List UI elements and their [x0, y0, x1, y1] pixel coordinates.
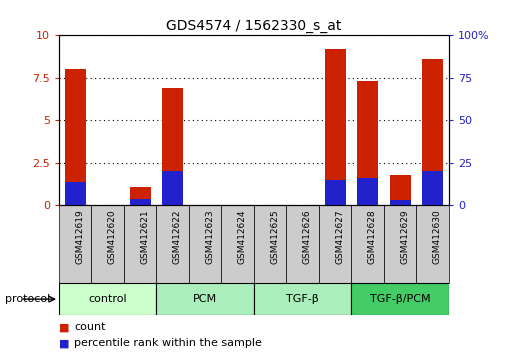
Text: GSM412628: GSM412628 [368, 209, 377, 264]
Bar [156, 205, 189, 283]
Text: ■: ■ [59, 338, 69, 348]
Text: count: count [74, 322, 106, 332]
Bar [422, 171, 443, 205]
Text: GSM412620: GSM412620 [108, 209, 117, 264]
Text: GSM412629: GSM412629 [400, 209, 409, 264]
Text: control: control [88, 294, 127, 304]
Bar [357, 81, 378, 205]
Bar [254, 205, 286, 283]
Bar [286, 205, 319, 283]
Bar [417, 205, 449, 283]
Bar [130, 199, 151, 205]
Bar [389, 175, 411, 205]
Text: TGF-β/PCM: TGF-β/PCM [370, 294, 430, 304]
Text: GSM412626: GSM412626 [303, 209, 312, 264]
Bar [59, 205, 91, 283]
Bar [325, 180, 346, 205]
Title: GDS4574 / 1562330_s_at: GDS4574 / 1562330_s_at [166, 19, 342, 33]
Bar [422, 59, 443, 205]
Bar [162, 171, 183, 205]
Text: GSM412624: GSM412624 [238, 209, 247, 264]
Bar [351, 205, 384, 283]
Bar [222, 205, 254, 283]
Bar [254, 283, 351, 315]
Bar [65, 69, 86, 205]
Text: ■: ■ [59, 322, 69, 332]
Bar [357, 178, 378, 205]
Bar [325, 49, 346, 205]
Bar [130, 187, 151, 205]
Text: PCM: PCM [193, 294, 218, 304]
Text: GSM412623: GSM412623 [205, 209, 214, 264]
Bar [351, 283, 449, 315]
Text: GSM412630: GSM412630 [432, 209, 442, 264]
Text: percentile rank within the sample: percentile rank within the sample [74, 338, 262, 348]
Bar [162, 88, 183, 205]
Text: protocol: protocol [5, 294, 50, 304]
Text: GSM412627: GSM412627 [335, 209, 344, 264]
Text: TGF-β: TGF-β [286, 294, 319, 304]
Bar [65, 182, 86, 205]
Bar [189, 205, 222, 283]
Text: GSM412625: GSM412625 [270, 209, 279, 264]
Text: GSM412621: GSM412621 [140, 209, 149, 264]
Text: GSM412619: GSM412619 [75, 209, 84, 264]
Bar [124, 205, 156, 283]
Bar [59, 283, 156, 315]
Bar [319, 205, 351, 283]
Bar [384, 205, 417, 283]
Bar [156, 283, 254, 315]
Bar [91, 205, 124, 283]
Bar [389, 200, 411, 205]
Text: GSM412622: GSM412622 [173, 209, 182, 264]
